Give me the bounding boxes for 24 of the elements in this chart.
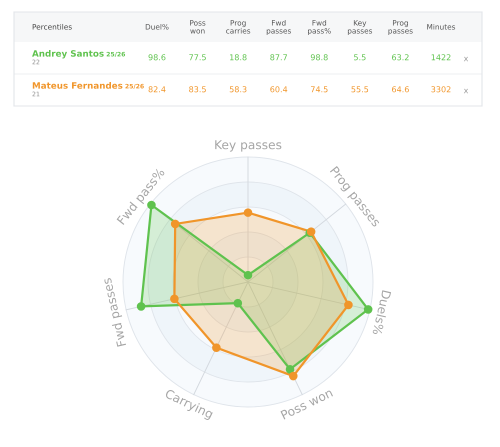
data-label: 77.5 <box>189 54 206 60</box>
data-label: 63.2 <box>392 54 409 60</box>
data-label: 3302 <box>431 86 450 92</box>
legend-label: Andrey Santos <box>32 50 104 58</box>
data-label: 55.5 <box>352 86 368 92</box>
data-label: 87.7 <box>270 54 287 60</box>
data-label: 64.6 <box>392 86 409 92</box>
text: x <box>464 88 468 94</box>
data-label: 82.4 <box>148 86 166 92</box>
data-label: 83.5 <box>189 86 206 92</box>
spoke-label: Duels% <box>372 290 392 336</box>
spoke-label: Key passes <box>215 140 282 152</box>
spoke-label: Poss won <box>280 388 334 420</box>
data-label: 98.6 <box>148 54 166 60</box>
data-label: 60.4 <box>270 86 288 92</box>
data-label: 98.8 <box>310 54 328 60</box>
data-label: 74.5 <box>310 86 328 92</box>
data-label: 5.5 <box>354 54 366 60</box>
legend-label: Mateus Fernandes <box>32 82 122 89</box>
spoke-label: Fwd passes <box>102 277 129 347</box>
data-label: 1422 <box>432 54 450 60</box>
data-label: 58.3 <box>230 86 246 92</box>
text: x <box>464 56 468 62</box>
data-label: 18.8 <box>230 54 247 60</box>
